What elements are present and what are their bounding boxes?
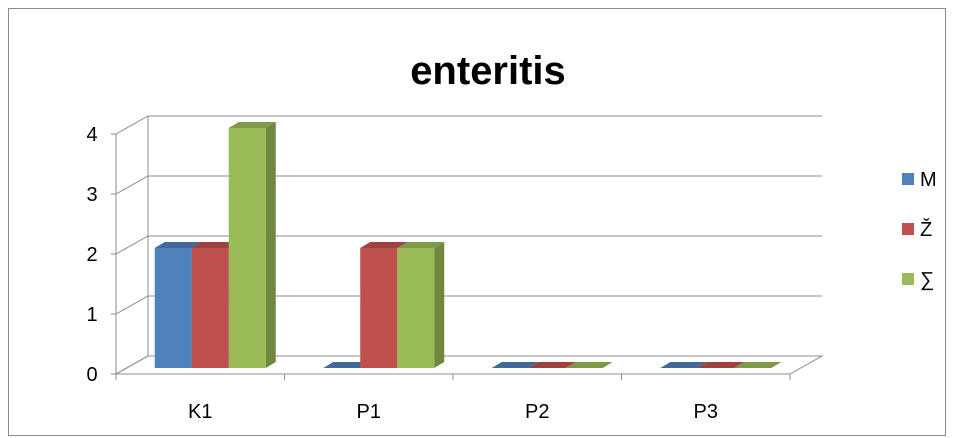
bar-side: [434, 242, 445, 368]
bar-front: [154, 248, 192, 368]
legend: M Ž ∑: [902, 169, 937, 291]
chart-axes: [111, 133, 791, 380]
legend-swatch: [902, 273, 914, 285]
x-tick-label: K1: [188, 401, 212, 423]
y-tick-label: 2: [86, 244, 97, 266]
bar-top: [228, 122, 276, 128]
y-tick-label: 1: [86, 304, 97, 326]
bar-front: [397, 248, 435, 368]
bar-top: [360, 242, 408, 248]
bar: [660, 362, 708, 368]
legend-item: ∑: [902, 269, 934, 291]
legend-label: Ž: [920, 218, 932, 241]
y-tick-label: 3: [86, 184, 97, 206]
x-tick-label: P2: [525, 401, 549, 423]
bar-top: [397, 242, 445, 248]
x-axis-labels: K1 P1 P2 P3: [188, 401, 718, 423]
bars: [154, 122, 782, 368]
bar-top: [191, 242, 239, 248]
bar-top: [734, 362, 782, 368]
y-tick-label: 0: [86, 364, 97, 386]
gridline: [115, 295, 822, 315]
bar: [323, 362, 371, 368]
x-tick-label: P1: [357, 401, 381, 423]
bar: [565, 362, 613, 368]
gridline: [115, 235, 822, 255]
x-tick-label: P3: [694, 401, 718, 423]
gridline: [115, 355, 822, 375]
bar-top: [660, 362, 708, 368]
legend-swatch: [902, 173, 914, 185]
bar: [697, 362, 745, 368]
bar-top: [697, 362, 745, 368]
bar-front: [191, 248, 229, 368]
bar: [491, 362, 539, 368]
gridline: [115, 115, 822, 135]
bar-top: [323, 362, 371, 368]
bar-top: [154, 242, 202, 248]
legend-swatch: [902, 223, 914, 235]
bar-front: [228, 128, 266, 368]
bar: [228, 122, 276, 368]
bar-top: [565, 362, 613, 368]
bar-top: [491, 362, 539, 368]
legend-item: M: [902, 169, 937, 191]
y-tick-label: 4: [86, 124, 97, 146]
bar-top: [528, 362, 576, 368]
bar: [528, 362, 576, 368]
bar: [397, 242, 445, 368]
bar: [734, 362, 782, 368]
bar-front: [360, 248, 398, 368]
bar-side: [265, 122, 276, 368]
legend-label: ∑: [920, 269, 934, 291]
legend-label: M: [920, 169, 937, 191]
gridlines: [115, 115, 822, 375]
chart-title: enteritis: [410, 49, 566, 93]
legend-item: Ž: [902, 218, 932, 241]
y-axis-labels: 0 1 2 3 4: [86, 124, 97, 386]
gridline: [115, 175, 822, 195]
